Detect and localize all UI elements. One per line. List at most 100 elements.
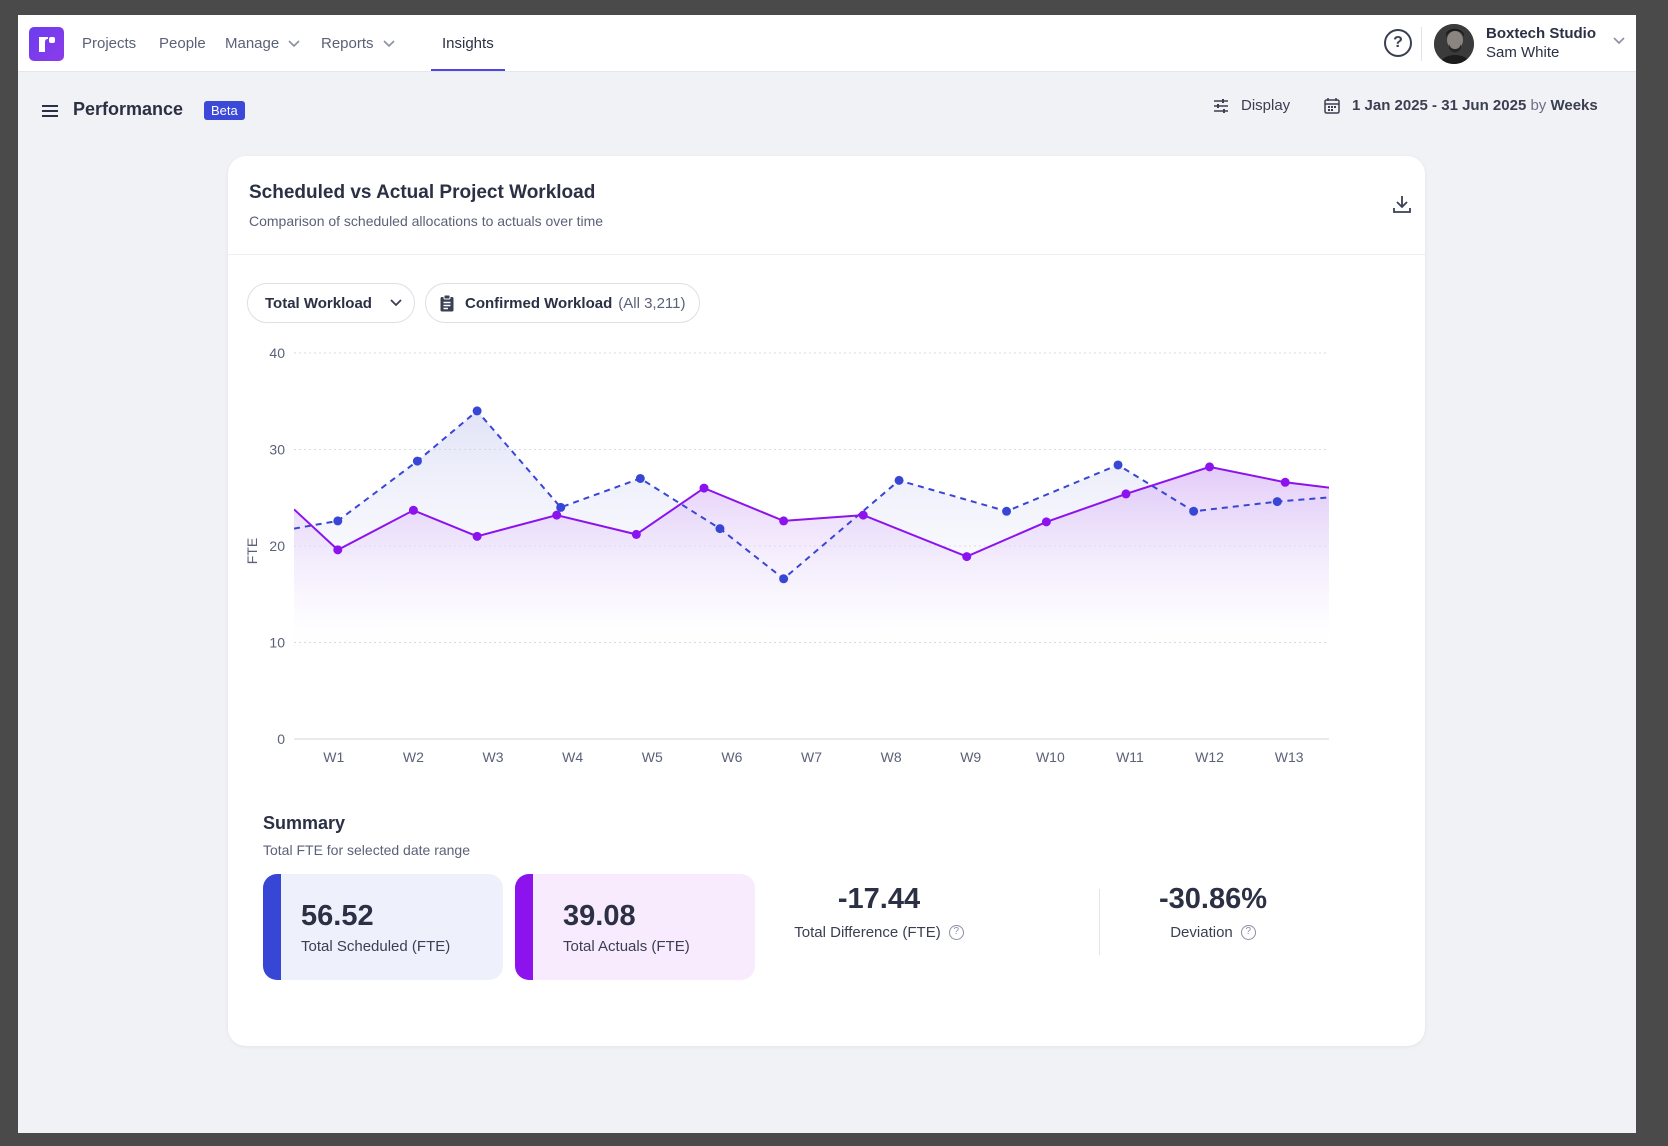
data-point — [631, 529, 641, 539]
deviation-value: -30.86% — [1158, 883, 1267, 915]
series-area — [294, 466, 1329, 643]
actuals-accent-bar — [515, 874, 533, 980]
nav-projects[interactable]: Projects — [82, 15, 136, 72]
total-scheduled-value: 56.52 — [301, 900, 374, 932]
data-point — [412, 456, 422, 466]
help-icon[interactable]: ? — [1384, 29, 1412, 57]
date-range-value: 1 Jan 2025 - 31 Jun 2025 — [1352, 97, 1527, 114]
x-tick-label: W7 — [801, 749, 822, 765]
help-circle-icon[interactable]: ? — [1240, 925, 1256, 940]
total-actuals-value: 39.08 — [563, 900, 636, 932]
data-point — [1041, 517, 1051, 527]
chevron-down-icon — [382, 39, 395, 47]
nav-manage-label: Manage — [225, 34, 280, 52]
data-point — [472, 531, 482, 541]
x-tick-label: W2 — [403, 749, 424, 765]
nav-people[interactable]: People — [159, 15, 206, 72]
x-tick-label: W11 — [1116, 749, 1144, 765]
summary-divider — [1099, 889, 1100, 955]
data-point — [894, 475, 904, 485]
calendar-icon — [1324, 97, 1340, 114]
y-axis-label: FTE — [244, 538, 260, 564]
summary-subtitle: Total FTE for selected date range — [263, 842, 470, 858]
total-scheduled-stat: 56.52 Total Scheduled (FTE) — [263, 874, 503, 980]
x-tick-label: W9 — [960, 749, 981, 765]
x-tick-label: W1 — [323, 749, 344, 765]
data-point — [1113, 460, 1123, 470]
y-tick-label: 30 — [269, 442, 285, 458]
sliders-icon — [1214, 98, 1228, 113]
nav-insights[interactable]: Insights — [442, 15, 494, 72]
help-circle-icon[interactable]: ? — [948, 925, 964, 940]
x-tick-label: W3 — [483, 749, 504, 765]
x-tick-label: W4 — [562, 749, 583, 765]
card-divider — [228, 254, 1425, 255]
date-range-picker[interactable]: 1 Jan 2025 - 31 Jun 2025 by Weeks — [1324, 97, 1598, 114]
chart-card-subtitle: Comparison of scheduled allocations to a… — [249, 213, 604, 229]
series-line — [294, 409, 1329, 581]
data-point — [1272, 497, 1282, 507]
beta-badge: Beta — [204, 101, 245, 120]
avatar[interactable] — [1434, 24, 1474, 64]
nav-reports[interactable]: Reports — [321, 15, 395, 72]
summary-title: Summary — [263, 813, 346, 833]
data-point — [779, 516, 789, 526]
data-point — [635, 473, 645, 483]
app-window: Projects People Manage Reports Insights … — [18, 15, 1636, 1133]
user-photo-icon — [1434, 24, 1474, 64]
logo-icon — [39, 37, 55, 52]
data-point — [1189, 506, 1199, 516]
page-header: Performance Beta Display 1 Jan 2025 - 31… — [18, 73, 1636, 143]
data-point — [699, 483, 709, 493]
workload-type-select[interactable]: Total Workload — [247, 283, 415, 323]
y-tick-label: 10 — [269, 635, 285, 651]
deviation-stat: -30.86% Deviation? — [1093, 883, 1333, 941]
nav-projects-label: Projects — [82, 34, 137, 52]
scheduled-accent-bar — [263, 874, 281, 980]
hamburger-menu-icon[interactable] — [42, 104, 58, 118]
nav-people-label: People — [159, 34, 206, 52]
date-range-by: by — [1530, 97, 1547, 114]
workload-type-value: Total Workload — [265, 294, 372, 312]
data-point — [858, 510, 868, 520]
x-tick-label: W10 — [1036, 749, 1065, 765]
org-name[interactable]: Boxtech Studio — [1486, 25, 1597, 42]
chevron-down-icon — [288, 39, 300, 47]
x-tick-label: W13 — [1275, 749, 1304, 765]
chevron-down-icon — [390, 299, 402, 307]
chevron-down-icon[interactable] — [1613, 37, 1625, 45]
data-point — [552, 510, 562, 520]
data-point — [715, 524, 725, 534]
page-title: Performance — [73, 99, 184, 119]
nav-manage[interactable]: Manage — [225, 15, 300, 72]
x-tick-label: W8 — [881, 749, 902, 765]
total-actuals-label: Total Actuals (FTE) — [563, 938, 690, 955]
data-point — [1205, 462, 1215, 472]
download-icon[interactable] — [1392, 194, 1412, 214]
y-tick-label: 0 — [277, 731, 285, 747]
data-point — [1002, 506, 1012, 516]
data-point — [962, 552, 972, 562]
workload-chart-card: Scheduled vs Actual Project Workload Com… — [228, 156, 1425, 1046]
total-difference-stat: -17.44 Total Difference (FTE)? — [768, 883, 990, 941]
chart-card-title: Scheduled vs Actual Project Workload — [249, 182, 596, 203]
user-name[interactable]: Sam White — [1486, 44, 1560, 61]
data-point — [408, 505, 418, 515]
app-logo[interactable] — [29, 27, 64, 61]
date-granularity: Weeks — [1550, 97, 1598, 114]
display-button[interactable]: Display — [1213, 97, 1290, 114]
total-scheduled-label: Total Scheduled (FTE) — [301, 938, 451, 955]
top-navigation: Projects People Manage Reports Insights … — [18, 15, 1636, 72]
nav-reports-label: Reports — [321, 34, 374, 52]
total-actuals-stat: 39.08 Total Actuals (FTE) — [515, 874, 755, 980]
data-point — [333, 516, 343, 526]
x-tick-label: W5 — [642, 749, 663, 765]
y-tick-label: 20 — [269, 538, 285, 554]
confirmed-workload-filter[interactable]: Confirmed Workload (All 3,211) — [425, 283, 700, 323]
clipboard-icon — [440, 294, 454, 311]
confirmed-workload-label: Confirmed Workload — [465, 294, 613, 312]
data-point — [1121, 489, 1131, 499]
data-point — [779, 574, 789, 584]
active-tab-indicator — [431, 69, 505, 71]
total-difference-value: -17.44 — [837, 883, 921, 915]
